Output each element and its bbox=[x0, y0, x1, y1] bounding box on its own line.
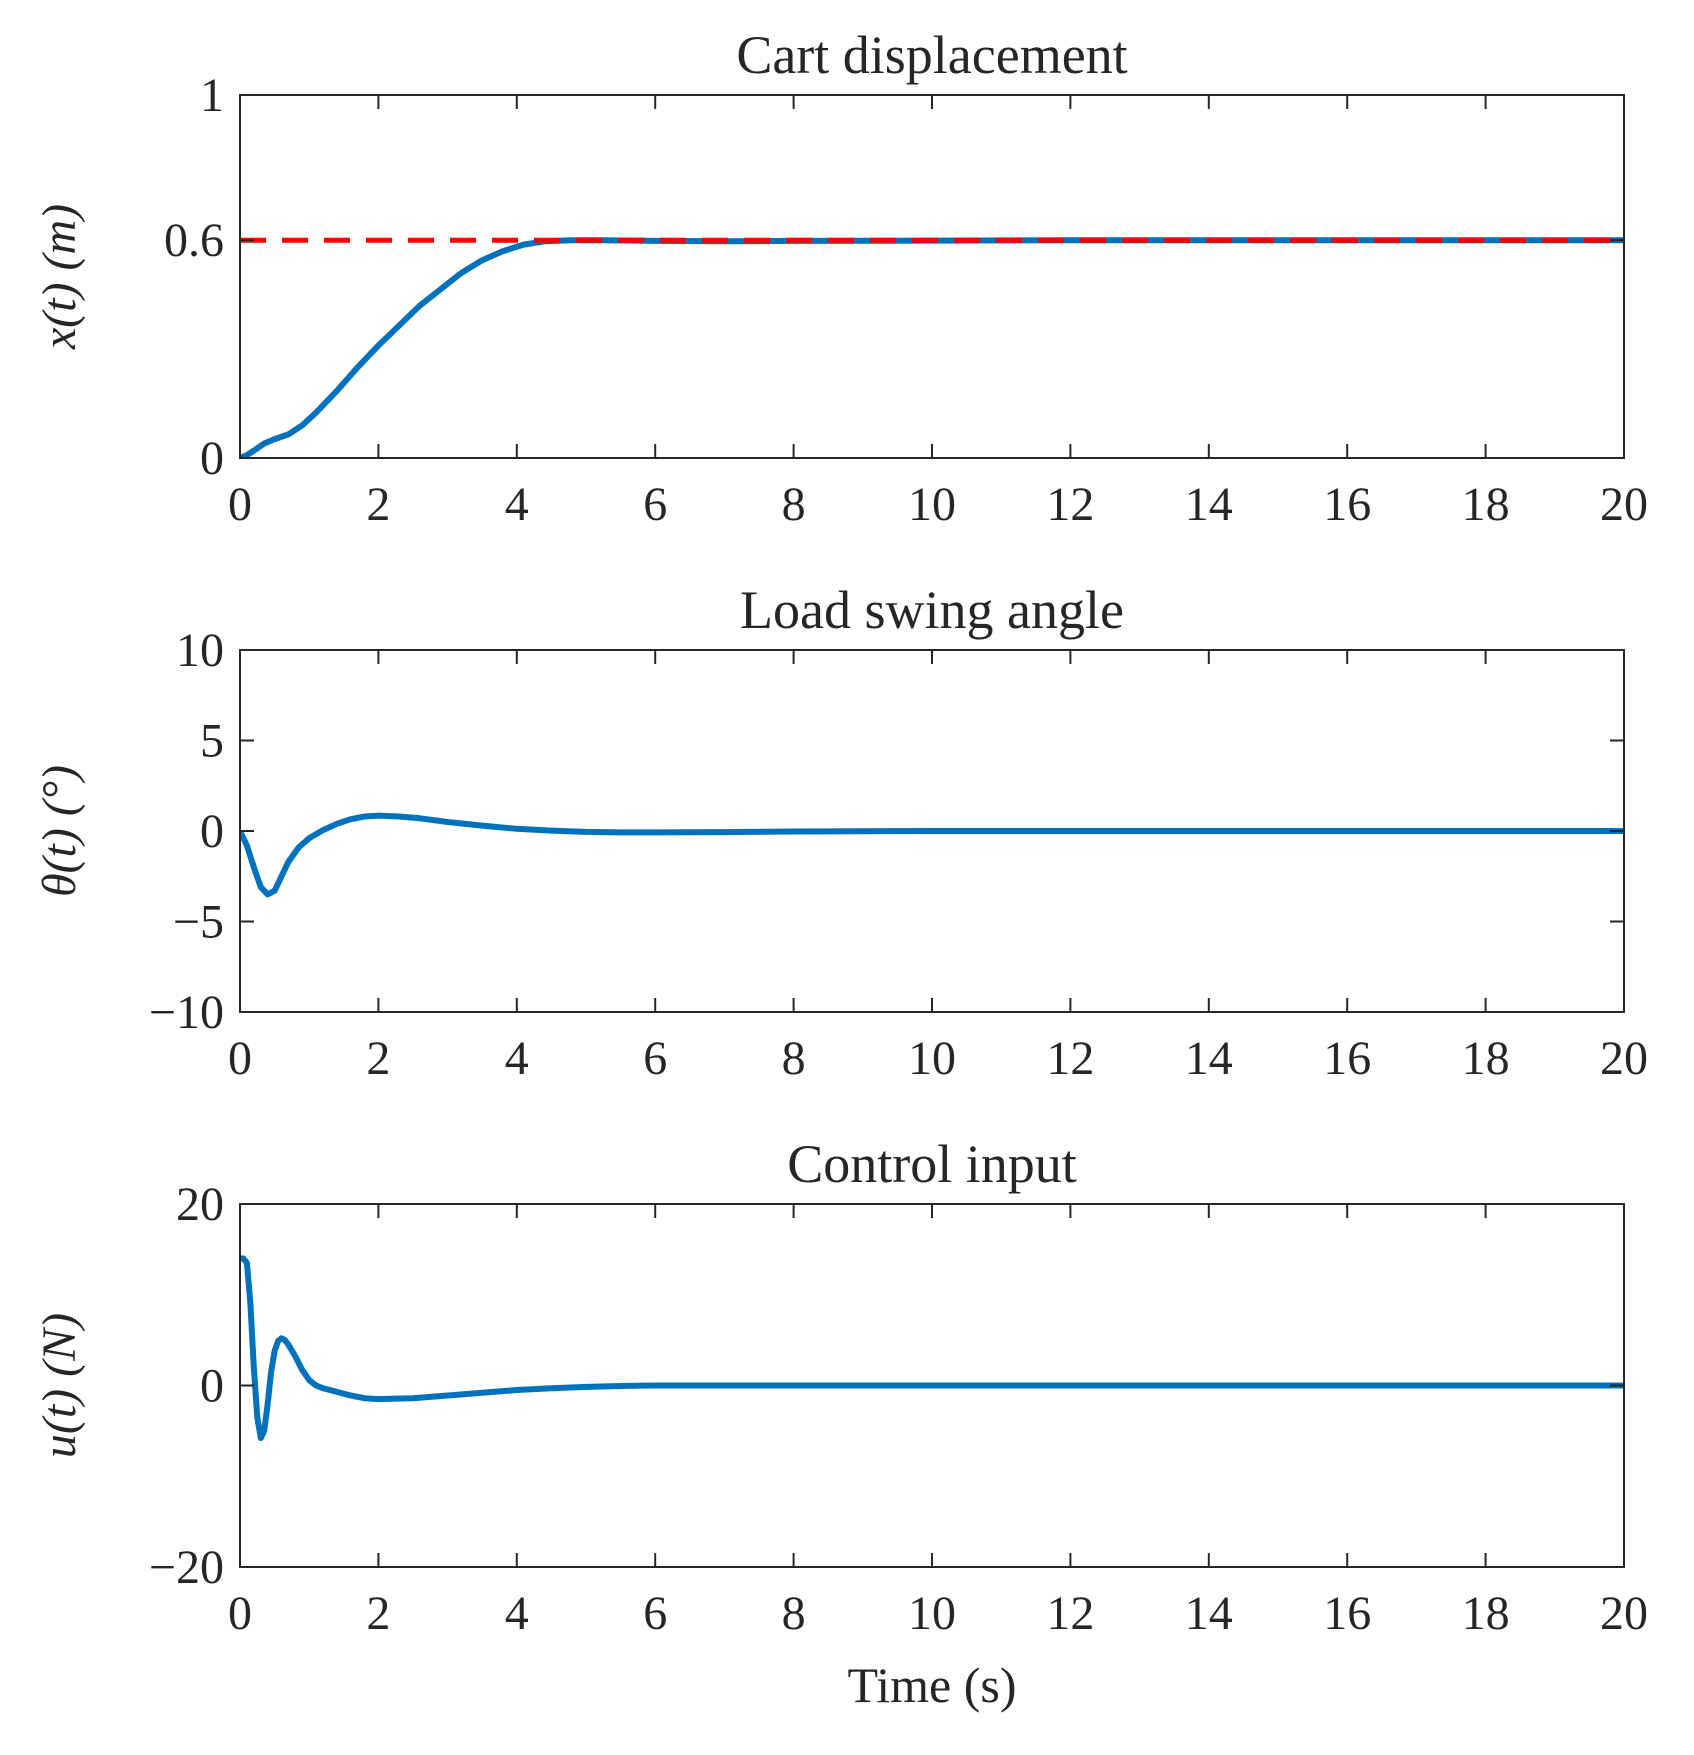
y-tick-label: 5 bbox=[200, 715, 224, 768]
chart-title: Control input bbox=[787, 1134, 1077, 1194]
x-tick-label: 6 bbox=[643, 478, 667, 531]
y-tick-label: −10 bbox=[149, 986, 224, 1039]
x-tick-label: 16 bbox=[1323, 1032, 1371, 1085]
x-tick-label: 6 bbox=[643, 1587, 667, 1640]
series-u-t-line bbox=[240, 1255, 1624, 1442]
x-tick-label: 20 bbox=[1600, 478, 1648, 531]
series-t-line bbox=[240, 812, 1624, 898]
x-tick-label: 0 bbox=[228, 1587, 252, 1640]
panel-load-swing-angle: Load swing angle θ(t) (°) 0 2 4 6 8 10 12 14 16 1… bbox=[33, 580, 1648, 1085]
x-tick-label: 0 bbox=[228, 478, 252, 531]
x-tick-label: 14 bbox=[1185, 1587, 1233, 1640]
y-tick-label: −5 bbox=[173, 896, 224, 949]
x-tick-label: 20 bbox=[1600, 1587, 1648, 1640]
x-tick-label: 16 bbox=[1323, 478, 1371, 531]
y-axis-label: u(t) (N) bbox=[33, 1313, 86, 1458]
x-tick-label: 12 bbox=[1046, 1587, 1094, 1640]
x-tick-label: 4 bbox=[505, 1587, 529, 1640]
y-tick-label: 0.6 bbox=[164, 214, 224, 267]
x-tick-label: 6 bbox=[643, 1032, 667, 1085]
x-tick-label: 4 bbox=[505, 1032, 529, 1085]
axes-box bbox=[239, 94, 1625, 459]
x-tick-label: 10 bbox=[908, 478, 956, 531]
x-tick-label: 8 bbox=[782, 478, 806, 531]
y-tick-label: 0 bbox=[200, 1360, 224, 1413]
x-tick-label: 8 bbox=[782, 1587, 806, 1640]
x-tick-label: 12 bbox=[1046, 1032, 1094, 1085]
x-tick-label: 10 bbox=[908, 1587, 956, 1640]
x-tick-label: 18 bbox=[1462, 1032, 1510, 1085]
y-tick-label: 20 bbox=[176, 1178, 224, 1231]
y-tick-label: −20 bbox=[149, 1541, 224, 1594]
x-tick-label: 18 bbox=[1462, 1587, 1510, 1640]
panel-control-input: Control input u(t) (N) Time (s) 0 2 4 6 8 10 1… bbox=[33, 1134, 1648, 1713]
panel-cart-displacement: Cart displacement x(t) (m) 0 2 4 6 8 10 12 14 16… bbox=[33, 25, 1648, 531]
y-tick-label: 0 bbox=[200, 432, 224, 485]
x-tick-label: 12 bbox=[1046, 478, 1094, 531]
x-tick-label: 10 bbox=[908, 1032, 956, 1085]
chart-title: Cart displacement bbox=[736, 25, 1127, 85]
x-tick-label: 8 bbox=[782, 1032, 806, 1085]
x-tick-label: 2 bbox=[366, 1032, 390, 1085]
x-tick-label: 4 bbox=[505, 478, 529, 531]
x-tick-label: 14 bbox=[1185, 478, 1233, 531]
series-x-t-line bbox=[240, 237, 1624, 458]
x-tick-label: 2 bbox=[366, 1587, 390, 1640]
x-tick-label: 18 bbox=[1462, 478, 1510, 531]
x-tick-label: 20 bbox=[1600, 1032, 1648, 1085]
y-axis-label: θ(t) (°) bbox=[33, 765, 86, 897]
x-tick-label: 16 bbox=[1323, 1587, 1371, 1640]
x-tick-label: 2 bbox=[366, 478, 390, 531]
x-tick-label: 14 bbox=[1185, 1032, 1233, 1085]
y-tick-label: 10 bbox=[176, 624, 224, 677]
y-tick-label: 0 bbox=[200, 805, 224, 858]
x-axis-label: Time (s) bbox=[847, 1657, 1016, 1713]
chart-title: Load swing angle bbox=[740, 580, 1124, 640]
x-tick-label: 0 bbox=[228, 1032, 252, 1085]
y-tick-label: 1 bbox=[200, 69, 224, 122]
y-axis-label: x(t) (m) bbox=[33, 204, 86, 350]
